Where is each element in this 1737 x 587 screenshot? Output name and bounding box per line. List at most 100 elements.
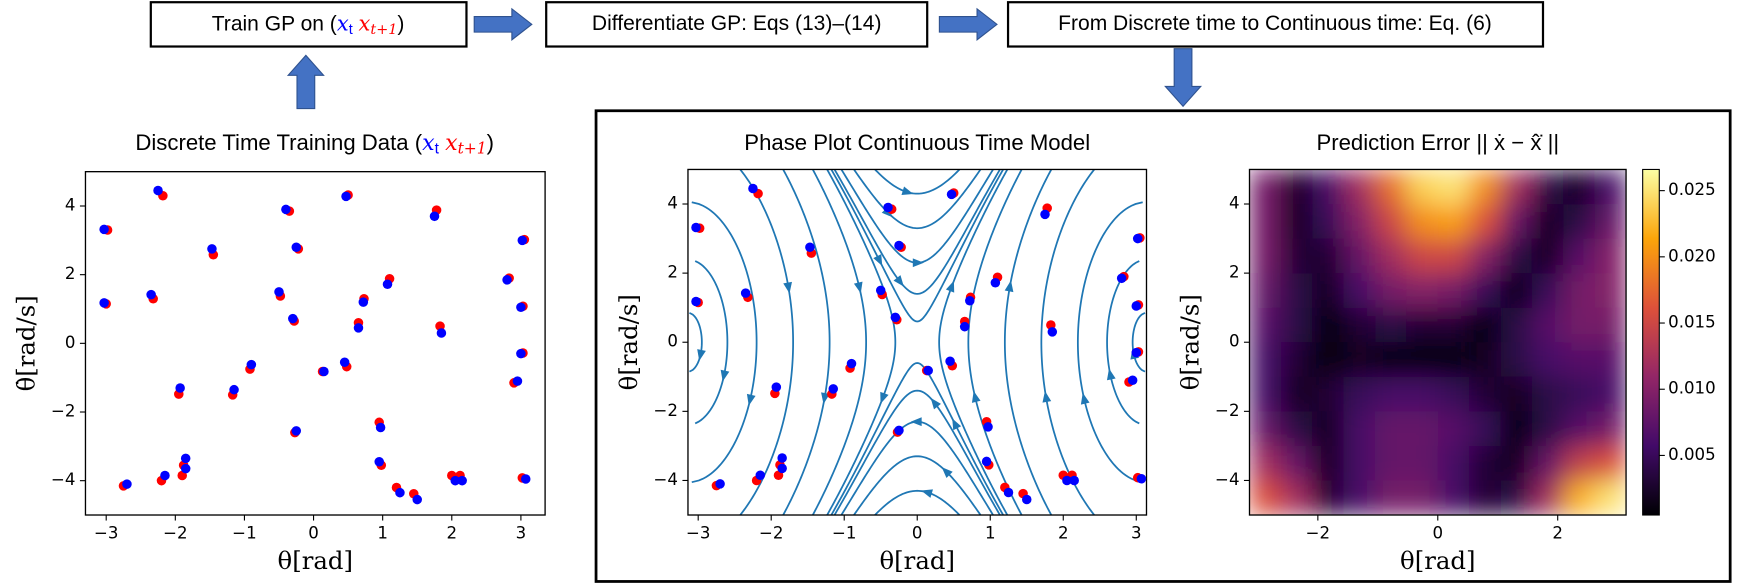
heatmap-cell xyxy=(1500,307,1533,343)
data-point xyxy=(99,224,109,235)
stream-arrow xyxy=(1004,280,1014,293)
stream-arrow xyxy=(930,397,941,410)
stream-arrow xyxy=(783,281,792,294)
stream-arrow xyxy=(746,393,756,406)
data-point xyxy=(436,328,447,338)
heatmap-cell xyxy=(1343,342,1376,378)
x-axis-label: θ[rad] xyxy=(278,546,353,575)
streamlines xyxy=(689,169,1146,516)
heatmap-cell xyxy=(1312,376,1345,412)
flow-text: Differentiate GP: Eqs (13)–(14) xyxy=(592,12,882,35)
heatmap-cell xyxy=(1406,204,1439,240)
data-point xyxy=(894,425,904,436)
colorbar-tick-label: 0.020 xyxy=(1668,246,1716,265)
heatmap-cell xyxy=(1437,238,1470,274)
flow-box xyxy=(149,1,468,48)
colorbar-tick-label: 0.010 xyxy=(1668,379,1716,398)
heatmap xyxy=(1249,169,1627,516)
x-tick-label: −3 xyxy=(94,523,118,542)
heatmap-cell xyxy=(1312,204,1345,240)
colorbar-tick-label: 0.015 xyxy=(1668,313,1716,332)
data-point xyxy=(945,356,955,367)
colorbar-tick-label: 0.025 xyxy=(1668,180,1716,199)
x-tick-label: −2 xyxy=(163,523,187,542)
data-point xyxy=(1132,233,1143,244)
heatmap-cell xyxy=(1343,273,1376,309)
x-tick-label: 0 xyxy=(912,523,923,542)
heatmap-cell xyxy=(1249,411,1282,447)
data-point xyxy=(828,384,839,394)
heatmap-cell xyxy=(1375,342,1407,378)
data-point xyxy=(691,222,701,233)
x-tick-label: −2 xyxy=(759,523,783,542)
data-point xyxy=(1040,209,1050,220)
streamline xyxy=(1106,260,1140,425)
x-tick-label: 2 xyxy=(1058,523,1069,542)
x-tick-label: 3 xyxy=(516,523,527,542)
stream-arrow xyxy=(912,258,924,268)
data-point xyxy=(229,384,239,395)
heatmap-cell xyxy=(1531,480,1564,516)
y-tick-label: −4 xyxy=(51,470,75,489)
heatmap-cell xyxy=(1406,238,1439,274)
y-tick-label: 4 xyxy=(65,196,76,215)
data-point xyxy=(946,189,957,200)
stream-arrow xyxy=(910,417,922,427)
heatmap-cell xyxy=(1249,445,1282,482)
heatmap-cell xyxy=(1469,307,1502,343)
heatmap-cell xyxy=(1312,342,1345,378)
heatmap-cell xyxy=(1406,445,1439,482)
x-tick-label: −3 xyxy=(686,523,710,542)
heatmap-cell xyxy=(1312,238,1345,274)
stream-arrow xyxy=(1042,390,1052,403)
heatmap-cell xyxy=(1594,411,1627,447)
heatmap-cell xyxy=(1375,445,1407,482)
data-point xyxy=(207,244,217,254)
heatmap-cell xyxy=(1280,342,1313,378)
y-tick-label: −2 xyxy=(1215,401,1239,420)
heatmap-cell xyxy=(1563,307,1596,343)
heatmap-cell xyxy=(1469,480,1502,516)
data-point xyxy=(516,348,526,359)
y-tick-label: 2 xyxy=(1229,263,1240,282)
heatmap-cell xyxy=(1406,273,1439,309)
stream-arrow xyxy=(853,281,863,294)
streamline xyxy=(694,260,729,425)
x-tick-label: 3 xyxy=(1131,523,1142,542)
heatmap-cell xyxy=(1469,169,1502,205)
data-point xyxy=(520,474,531,484)
heatmap-cell xyxy=(1249,273,1282,309)
streamline xyxy=(811,169,868,516)
heatmap-cell xyxy=(1375,169,1407,205)
data-point xyxy=(353,323,364,333)
heatmap-cell xyxy=(1594,342,1627,378)
heatmap-cell xyxy=(1563,169,1596,205)
heatmap-cell xyxy=(1500,411,1533,447)
streamline xyxy=(873,489,961,516)
data-point xyxy=(395,487,405,498)
heatmap-cell xyxy=(1437,376,1470,412)
heatmap-cell xyxy=(1594,273,1627,309)
heatmap-cell xyxy=(1563,411,1596,447)
x-axis-label: θ[rad] xyxy=(1400,546,1475,575)
plot-frame xyxy=(84,171,546,516)
data-point xyxy=(965,296,975,306)
data-point xyxy=(339,357,350,367)
data-point xyxy=(516,302,526,313)
heatmap-cell xyxy=(1500,273,1533,309)
heatmap-cell xyxy=(1280,204,1313,240)
y-tick-label: −4 xyxy=(654,470,678,489)
heatmap-cell xyxy=(1280,376,1313,412)
heatmap-cell xyxy=(1563,204,1596,240)
data-point xyxy=(1116,273,1127,284)
data-point xyxy=(990,278,1001,288)
streamline xyxy=(852,169,982,230)
heatmap-cell xyxy=(1594,376,1627,412)
colorbar xyxy=(1642,168,1660,516)
flow-arrow xyxy=(286,54,325,110)
data-point xyxy=(274,287,284,297)
heatmap-cell xyxy=(1375,273,1407,309)
heatmap-cell xyxy=(1531,169,1564,205)
heatmap-cell xyxy=(1563,238,1596,274)
